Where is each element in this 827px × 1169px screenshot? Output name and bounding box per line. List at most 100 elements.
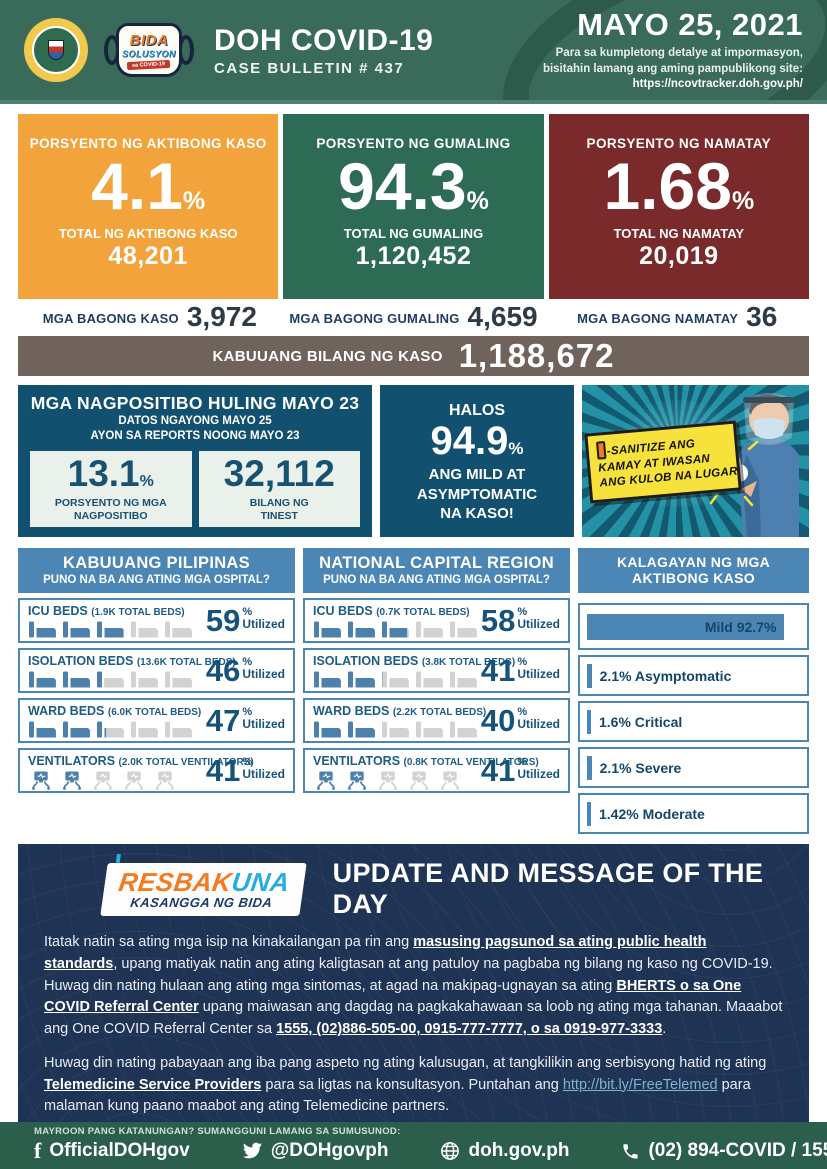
utilization-row-isolation-beds: ISOLATION BEDS (3.8K TOTAL BEDS) 41% Utili… [303,648,570,693]
ventilator-icon [409,771,429,790]
covid-ribbon: sa COVID-19 [127,59,171,70]
syringe-i-icon [596,440,607,460]
active-percent: 4.1% [91,149,206,223]
new-deaths: MGA BAGONG NAMATAY 36 [577,300,778,332]
card-total-label: TOTAL NG GUMALING [343,226,484,242]
utilization-row-ward-beds: WARD BEDS (6.0K TOTAL BEDS) 47% Utilized [18,698,295,743]
total-cases-value: 1,188,672 [458,337,615,374]
hospital-col-ncr: NATIONAL CAPITAL REGION PUNO NA BA ANG AT… [303,548,570,834]
doh-seal-inner [32,26,80,74]
message-paragraph-1: Itatak natin sa ating mga isip na kinaka… [44,934,783,1037]
bed-icon [97,721,124,738]
bed-icon [348,721,375,738]
bed-icon [165,621,192,638]
utilization-row-isolation-beds: ISOLATION BEDS (13.6K TOTAL BEDS) 46% Util… [18,648,295,693]
bed-icon [131,621,158,638]
total-cases-bar: KABUUANG BILANG NG KASO 1,188,672 [18,336,809,376]
facebook-handle[interactable]: f OfficialDOHgov [34,1138,190,1163]
emphasized-text: Telemedicine Service Providers [44,1076,262,1093]
positivity-rate-box: 13.1% PORSYENTO NG MGA NAGPOSITIBO [30,450,192,528]
bed-icon [416,671,443,688]
bed-icon [348,621,375,638]
status--asymptomatic: 2.1% Asymptomatic [578,655,809,696]
bulletin-date: MAYO 25, 2021 [577,7,803,43]
bed-icon [450,671,477,688]
deaths-total: 20,019 [639,242,719,271]
footer-question: MAYROON PANG KATANUNGAN? SUMANGGUNI LAMA… [34,1126,401,1137]
hospital-utilization-section: KABUUANG PILIPINAS PUNO NA BA ANG ATING M… [18,548,809,834]
bed-icon [165,671,192,688]
ventilator-icon [155,771,175,790]
recovered-card: PORSYENTO NG GUMALING 94.3% TOTAL NG GUM… [283,114,544,299]
header: BIDA SOLUSYON sa COVID-19 DOH COVID-19 C… [0,0,827,104]
mild-line: ASYMPTOMATIC [416,485,538,503]
bed-icon [416,621,443,638]
solusyon-word: SOLUSYON [122,48,176,59]
page-title: DOH COVID-19 [214,23,434,57]
new-recoveries: MGA BAGONG GUMALING 4,659 [289,300,538,332]
freetelemed-link[interactable]: http://bit.ly/FreeTelemed [562,1076,718,1093]
deaths-percent: 1.68% [603,149,755,223]
new-counts-row: MGA BAGONG KASO 3,972 MGA BAGONG GUMALING… [18,299,809,334]
bed-icon [97,671,124,688]
positivity-subtitle: AYON SA REPORTS NOONG MAYO 23 [90,429,300,442]
ventilator-icon [316,771,336,790]
mask-icon: BIDA SOLUSYON sa COVID-19 [116,23,182,77]
social-footer-bar: MAYROON PANG KATANUNGAN? SUMANGGUNI LAMA… [0,1122,827,1169]
bed-icon [416,721,443,738]
tracker-url-link[interactable]: https://ncovtracker.doh.gov.ph/ [632,78,803,91]
sanitize-illustration: -SANITIZE ANG KAMAY AT IWASAN ANG KULOB … [582,385,809,537]
ventilator-icon [347,771,367,790]
bed-icon [165,721,192,738]
hospital-col-philippines: KABUUANG PILIPINAS PUNO NA BA ANG ATING M… [18,548,295,834]
mild-line: ANG MILD AT [428,466,526,483]
globe-icon [441,1142,460,1160]
twitter-handle[interactable]: @DOHgovph [242,1140,388,1162]
bida-solusyon-logo: BIDA SOLUSYON sa COVID-19 [104,19,194,81]
status--moderate: 1.42% Moderate [578,793,809,834]
mild-cases-panel: HALOS 94.9% ANG MILD AT ASYMPTOMATIC NA … [380,385,574,537]
status--critical: 1.6% Critical [578,701,809,742]
ventilator-icon [124,771,144,790]
positivity-subtitle: DATOS NGAYONG MAYO 25 [118,415,272,427]
status--severe: 2.1% Severe [578,747,809,788]
recovered-percent: 94.3% [338,149,489,223]
card-label: PORSYENTO NG AKTIBONG KASO [29,136,267,151]
bed-icon [382,621,409,638]
update-title: UPDATE AND MESSAGE OF THE DAY [332,858,764,919]
card-label: PORSYENTO NG NAMATAY [586,136,772,151]
active-status-header: KALAGAYAN NG MGA AKTIBONG KASO [578,548,809,593]
mild-line: NA KASO! [440,505,514,522]
bed-icon [63,621,90,638]
emphasized-text: masusing pagsunod sa ating public health… [44,934,707,972]
deaths-card: PORSYENTO NG NAMATAY 1.68% TOTAL NG NAMA… [548,114,809,299]
doh-seal-logo [24,18,88,82]
note-line: Para sa kumpletong detalye at impormasyo… [555,47,803,60]
bed-icon [29,621,56,638]
active-cases-card: PORSYENTO NG AKTIBONG KASO 4.1% TOTAL NG… [18,114,279,299]
mild-line: HALOS [449,402,505,419]
bulletin-number: CASE BULLETIN # 437 [214,59,405,77]
bed-icon [314,621,341,638]
bed-icon [131,671,158,688]
note-line: bisitahin lamang ang aming pampublikong … [542,62,803,75]
hospital-col-header: KABUUANG PILIPINAS PUNO NA BA ANG ATING M… [18,548,295,593]
emphasized-text: BHERTS o sa One COVID Referral Center [44,977,742,1016]
hospital-col-header: NATIONAL CAPITAL REGION PUNO NA BA ANG AT… [303,548,570,593]
bed-icon [314,721,341,738]
utilization-row-icu-beds: ICU BEDS (0.7K TOTAL BEDS) 58% Utilized [303,598,570,643]
phone-icon [623,1143,639,1159]
syringe-icon [115,853,121,863]
positivity-title: MGA NAGPOSITIBO HULING MAYO 23 [30,393,360,413]
ventilator-icon [378,771,398,790]
message-paragraph-2: Huwag din nating pabayaan ang iba pang a… [44,1054,767,1115]
recovered-total: 1,120,452 [355,242,472,271]
website-link[interactable]: doh.gov.ph [440,1140,569,1162]
hotline-number[interactable]: (02) 894-COVID / 1555 [621,1140,827,1162]
facebook-icon: f [34,1138,42,1163]
bida-word: BIDA [129,31,169,49]
emphasized-text: 1555, (02)886-505-00, 0915-777-7777, o s… [276,1021,663,1037]
ventilator-icon [93,771,113,790]
bed-icon [348,671,375,688]
bed-icon [29,671,56,688]
